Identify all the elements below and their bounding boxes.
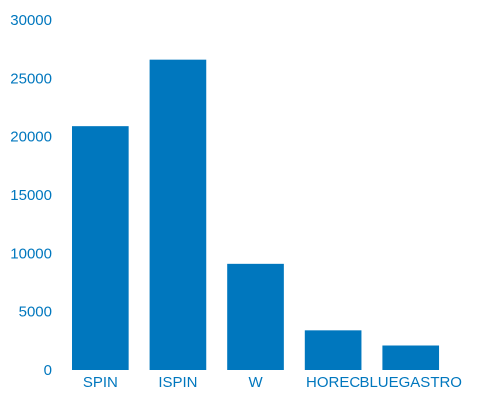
y-tick-label: 15000 <box>10 187 52 204</box>
x-tick-label: HOREC <box>306 374 360 391</box>
x-tick-label: ISPIN <box>158 374 197 391</box>
x-tick-label: SPIN <box>83 374 118 391</box>
y-tick-label: 10000 <box>10 245 52 262</box>
bar-ispin <box>149 59 207 371</box>
x-tick-label: BLUEGASTRO <box>359 374 462 391</box>
bar-bluegastro <box>382 345 440 370</box>
x-tick-label: W <box>248 374 263 391</box>
y-tick-label: 30000 <box>10 12 52 29</box>
bar-w <box>227 263 284 370</box>
y-axis-ticks: 0 5000 10000 15000 20000 25000 30000 <box>10 12 52 379</box>
bar-horec <box>304 330 362 370</box>
y-tick-label: 0 <box>44 362 52 379</box>
x-axis-ticks: SPIN ISPIN W HOREC BLUEGASTRO <box>83 374 462 391</box>
y-tick-label: 5000 <box>19 304 52 321</box>
bars-group <box>72 59 440 371</box>
y-tick-label: 20000 <box>10 129 52 146</box>
y-tick-label: 25000 <box>10 70 52 87</box>
bar-spin <box>72 126 129 371</box>
